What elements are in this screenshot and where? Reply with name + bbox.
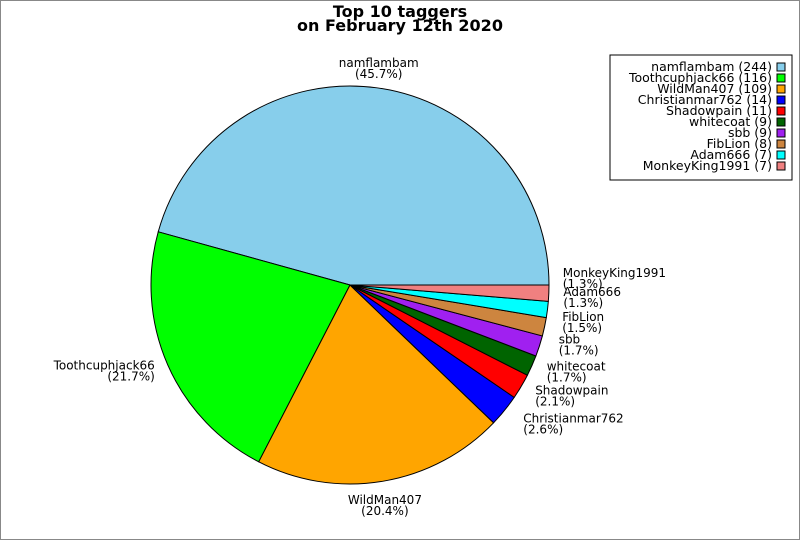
pie-slice-toothcuphjack66 <box>150 231 351 463</box>
slice-label-percent-shadowpain: (2.1%) <box>535 395 575 409</box>
legend-label-fiblion: FibLion (8) <box>707 136 772 151</box>
pie-slice-namflambam <box>157 85 550 286</box>
legend-label-adam666: Adam666 (7) <box>690 147 772 162</box>
pie-slices <box>150 85 550 485</box>
chart-title-line-2: on February 12th 2020 <box>297 16 503 35</box>
slice-label-name-sbb: sbb <box>559 332 581 346</box>
legend-box <box>609 54 793 181</box>
slice-label-name-namflambam: namflambam <box>339 56 419 70</box>
slice-label-name-whitecoat: whitecoat <box>547 359 606 373</box>
chart-title-line-1: Top 10 taggers <box>333 2 467 21</box>
pie-slice-labels: namflambam(45.7%) Toothcuphjack66(21.7%) W… <box>53 56 666 518</box>
pie-slice-monkeyking1991 <box>349 284 550 302</box>
slice-label-percent-christianmar762: (2.6%) <box>523 422 563 436</box>
legend-label-namflambam: namflambam (244) <box>651 59 772 74</box>
legend-label-shadowpain: Shadowpain (11) <box>666 103 772 118</box>
slice-label-name-christianmar762: Christianmar762 <box>523 411 623 425</box>
slice-label-name-toothcuphjack66: Toothcuphjack66 <box>53 358 155 372</box>
legend-swatch-shadowpain <box>776 106 786 116</box>
slice-label-percent-adam666: (1.3%) <box>563 296 603 310</box>
legend-swatch-christianmar762 <box>776 95 786 105</box>
pie-slice-wildman407 <box>258 284 495 485</box>
legend-swatch-monkeyking1991 <box>776 161 786 171</box>
legend-label-wildman407: WildMan407 (109) <box>657 81 772 96</box>
slice-label-name-monkeyking1991: MonkeyKing1991 <box>563 266 666 280</box>
legend-label-whitecoat: whitecoat (9) <box>689 114 772 129</box>
slice-label-percent-fiblion: (1.5%) <box>562 321 602 335</box>
slice-label-percent-namflambam: (45.7%) <box>355 67 402 81</box>
legend-swatch-wildman407 <box>776 84 786 94</box>
slice-label-name-shadowpain: Shadowpain <box>535 384 608 398</box>
legend-label-monkeyking1991: MonkeyKing1991 (7) <box>643 158 772 173</box>
legend-label-toothcuphjack66: Toothcuphjack66 (116) <box>628 70 772 85</box>
slice-label-name-adam666: Adam666 <box>563 285 621 299</box>
legend: namflambam (244)Toothcuphjack66 (116)Wil… <box>609 54 793 181</box>
legend-swatch-whitecoat <box>776 117 786 127</box>
legend-swatch-adam666 <box>776 150 786 160</box>
slice-label-percent-monkeyking1991: (1.3%) <box>563 277 603 291</box>
slice-label-percent-sbb: (1.7%) <box>559 343 599 357</box>
legend-swatch-sbb <box>776 128 786 138</box>
legend-swatch-toothcuphjack66 <box>776 73 786 83</box>
legend-swatch-fiblion <box>776 139 786 149</box>
slice-label-name-fiblion: FibLion <box>562 310 604 324</box>
slice-label-percent-toothcuphjack66: (21.7%) <box>107 369 154 383</box>
legend-swatch-namflambam <box>776 62 786 72</box>
slice-label-percent-wildman407: (20.4%) <box>361 504 408 518</box>
slice-label-name-wildman407: WildMan407 <box>348 493 422 507</box>
legend-label-christianmar762: Christianmar762 (14) <box>638 92 772 107</box>
slice-label-percent-whitecoat: (1.7%) <box>547 370 587 384</box>
legend-label-sbb: sbb (9) <box>728 125 772 140</box>
